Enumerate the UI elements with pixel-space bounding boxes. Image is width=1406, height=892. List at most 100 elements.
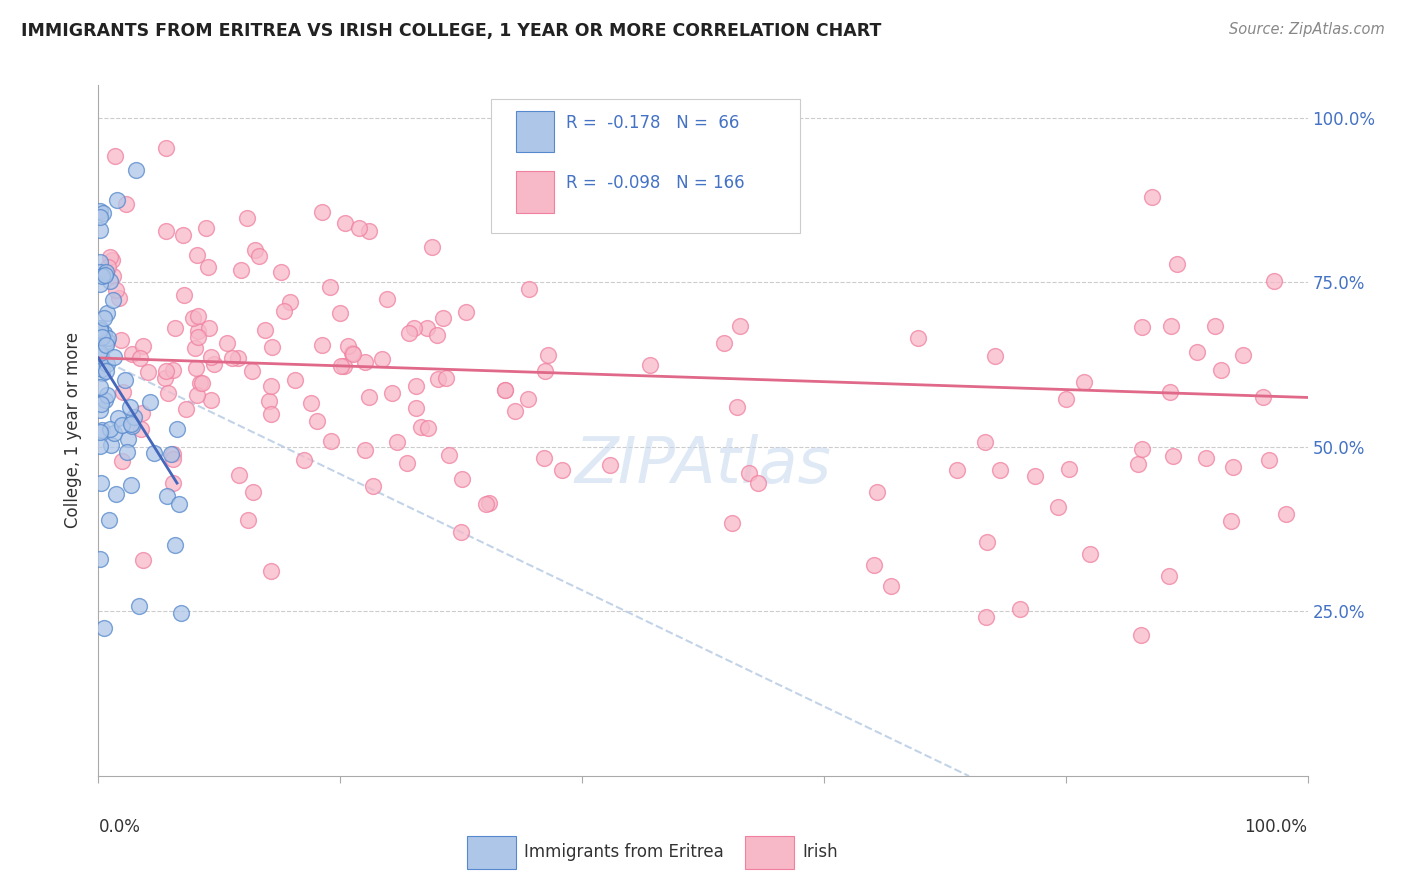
Point [229,262,252,277]
Point [136,365,159,379]
Point [534,364,557,378]
Point [90,423,112,437]
Point [89,210,111,224]
Point [478,496,501,510]
Point [395,456,418,470]
Point [319,279,342,293]
Point [187,330,209,344]
Bar [516,111,554,153]
Point [1046,500,1069,515]
Bar [745,836,793,870]
Point [273,304,295,318]
Point [94,393,117,408]
Y-axis label: College, 1 year or more: College, 1 year or more [65,333,83,528]
Point [405,379,427,393]
Point [747,475,769,490]
Point [984,349,1007,363]
Point [89,403,111,417]
Point [186,388,208,402]
Point [1073,375,1095,389]
Point [110,333,132,347]
Point [728,318,751,333]
Point [260,564,283,578]
Point [129,421,152,435]
Point [142,446,165,460]
Point [416,420,439,434]
Point [330,359,353,373]
Point [105,193,128,207]
Bar [467,836,516,870]
Text: ZIPAtlas: ZIPAtlas [575,434,831,496]
Point [162,448,184,462]
Point [98,250,121,264]
Point [94,364,117,378]
Point [162,363,184,377]
Point [131,406,153,420]
Point [1222,460,1244,475]
Point [226,351,249,365]
Point [115,444,138,458]
Point [111,453,134,467]
Point [91,206,114,220]
Point [257,393,280,408]
Point [235,211,257,225]
Point [713,336,735,351]
Point [907,331,929,345]
Point [172,227,194,242]
Point [880,579,903,593]
Point [103,268,125,283]
Point [89,346,111,360]
Point [1159,384,1181,399]
Point [163,321,186,335]
Point [243,244,266,258]
Point [89,552,111,566]
Point [349,221,371,235]
Point [187,324,209,338]
Point [89,380,111,394]
Point [537,348,560,362]
Point [104,283,127,297]
Point [1219,514,1241,528]
Point [153,371,176,385]
Point [156,489,179,503]
Point [862,558,884,573]
Point [292,453,315,467]
Point [115,196,138,211]
Point [411,419,433,434]
Point [89,439,111,453]
Point [91,330,114,344]
Point [108,291,131,305]
Point [385,434,408,449]
Point [103,293,125,308]
Point [128,599,150,613]
Point [128,351,150,365]
Point [103,350,125,364]
Point [94,265,117,279]
Point [94,338,117,352]
Point [432,311,454,326]
Text: R =  -0.098   N = 166: R = -0.098 N = 166 [567,174,745,192]
Text: IMMIGRANTS FROM ERITREA VS IRISH COLLEGE, 1 YEAR OR MORE CORRELATION CHART: IMMIGRANTS FROM ERITREA VS IRISH COLLEGE… [21,22,882,40]
Point [354,443,377,458]
Point [333,216,356,230]
Text: Immigrants from Eritrea: Immigrants from Eritrea [524,843,724,861]
Point [402,321,425,335]
Point [988,463,1011,477]
Point [311,204,333,219]
Point [120,417,142,432]
Point [90,349,112,363]
Point [162,451,184,466]
Point [416,321,439,335]
Point [262,340,284,354]
Point [139,394,162,409]
Point [96,388,118,402]
Point [96,334,118,348]
Point [103,425,125,440]
Point [284,373,307,387]
Point [946,463,969,477]
Point [132,339,155,353]
Text: Irish: Irish [803,843,838,861]
Point [111,418,134,433]
Point [90,475,112,490]
Point [93,621,115,635]
